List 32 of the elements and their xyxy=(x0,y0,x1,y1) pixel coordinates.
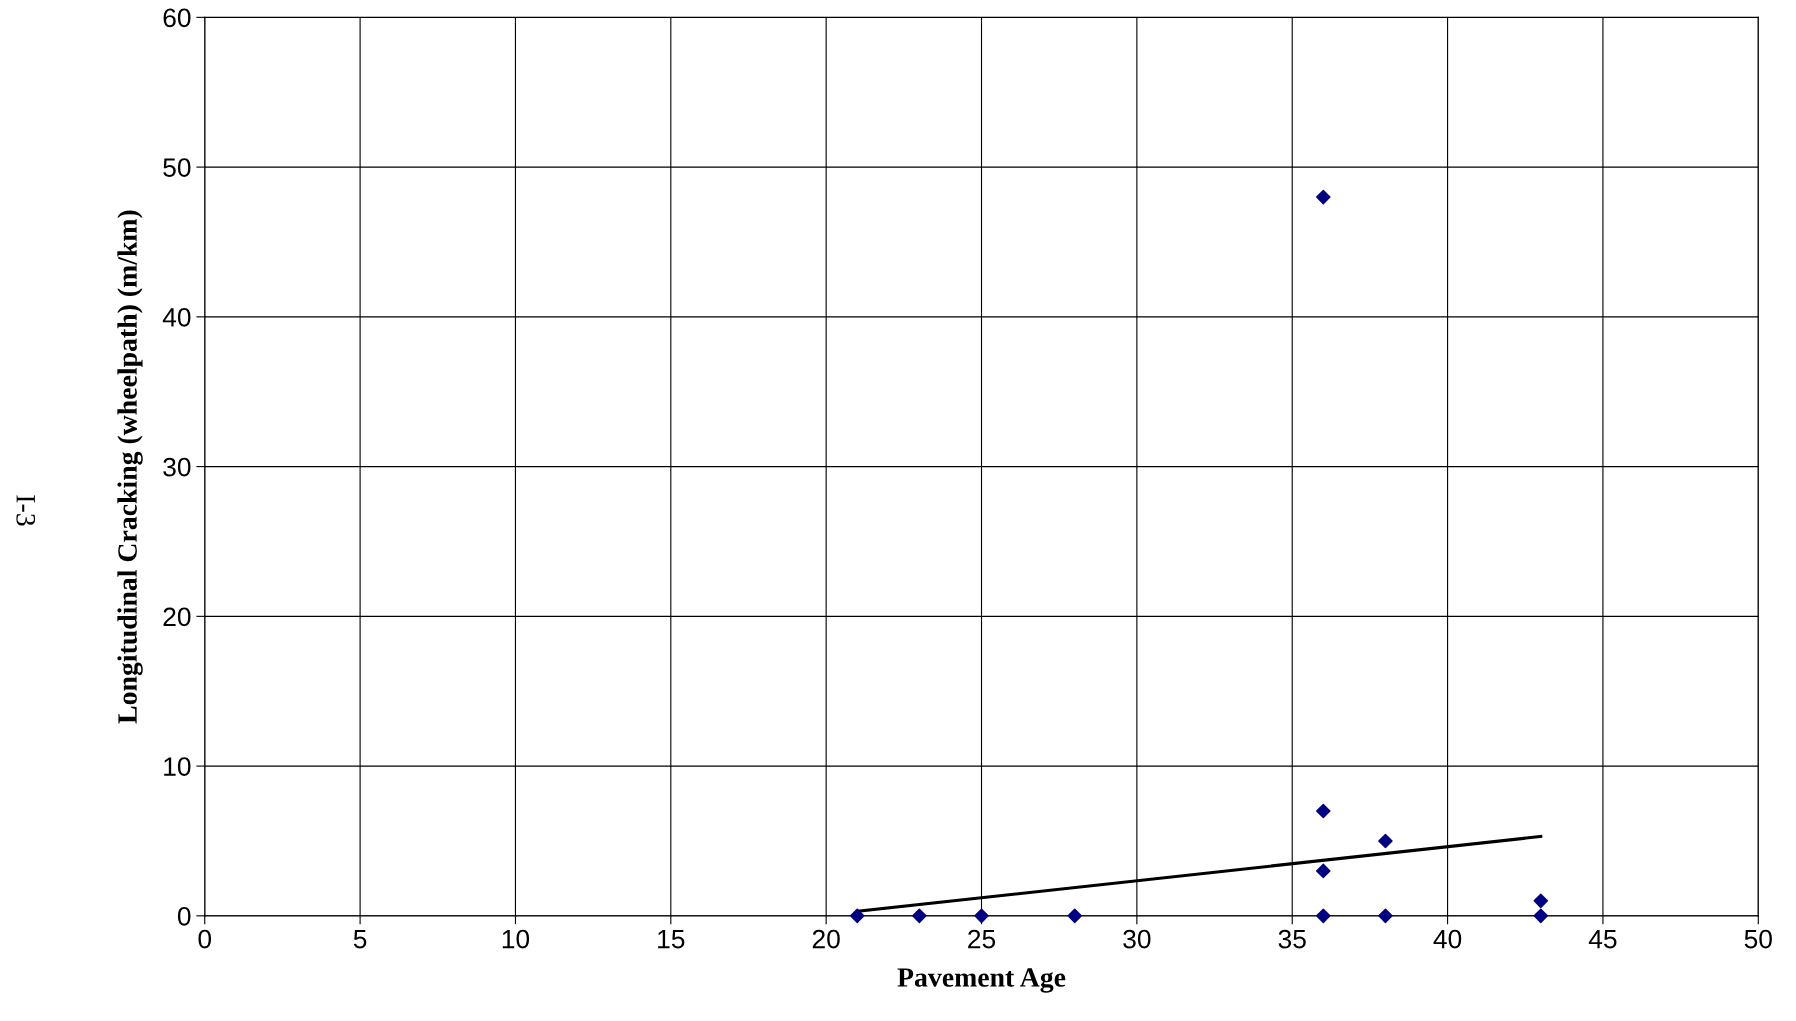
point xyxy=(1316,908,1331,924)
x-tick-label: 25 xyxy=(968,929,996,949)
x-tick-label: 15 xyxy=(658,930,685,949)
x-tick-label: 10 xyxy=(502,929,530,949)
y-tick-label: 30 xyxy=(163,457,191,477)
y-tick-label: 50 xyxy=(163,158,191,177)
x-axis-title: Pavement Age xyxy=(897,968,1066,993)
x-tick-label: 30 xyxy=(1123,929,1151,949)
point xyxy=(1378,908,1393,924)
x-tick-label: 45 xyxy=(1588,930,1617,949)
y-tick-label: 40 xyxy=(162,307,191,327)
y-tick-label: 20 xyxy=(163,607,191,627)
point xyxy=(849,908,865,924)
x-tick-label: 20 xyxy=(812,929,840,949)
point xyxy=(1067,908,1083,924)
point xyxy=(1533,893,1549,909)
x-tick-label: 35 xyxy=(1278,929,1306,949)
x-tick-label: 5 xyxy=(353,930,367,949)
point xyxy=(1378,833,1393,849)
y-tick-label: 0 xyxy=(177,906,191,926)
point xyxy=(1533,908,1549,924)
point xyxy=(912,908,927,924)
text: I-3 xyxy=(16,495,36,526)
point xyxy=(1316,803,1331,819)
y-axis-title: Longitudinal Cracking (wheelpath) (m/km) xyxy=(117,210,143,724)
y-tick-label: 10 xyxy=(164,757,191,776)
point xyxy=(1316,189,1331,205)
y-tick-label: 60 xyxy=(163,8,191,28)
point xyxy=(1316,863,1331,879)
x-tick-label: 0 xyxy=(198,929,212,949)
x-tick-label: 50 xyxy=(1744,929,1772,949)
x-tick-label: 40 xyxy=(1433,929,1462,949)
